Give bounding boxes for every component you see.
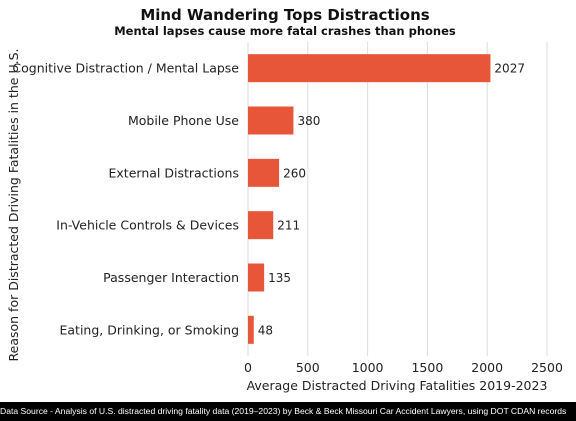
x-tick-label: 1500: [411, 360, 443, 375]
bar: [248, 158, 280, 187]
x-tick-label: 2000: [471, 360, 503, 375]
x-axis-label: Average Distracted Driving Fatalities 20…: [247, 378, 548, 393]
bar: [248, 263, 265, 292]
value-label: 135: [268, 271, 291, 285]
bars: [248, 54, 491, 344]
bar: [248, 106, 294, 135]
category-label: In-Vehicle Controls & Devices: [56, 218, 239, 233]
category-label: Cognitive Distraction / Mental Lapse: [12, 61, 239, 76]
category-labels: Cognitive Distraction / Mental Lapse Mobi…: [12, 61, 239, 338]
y-axis-label: Reason for Distracted Driving Fatalities…: [6, 49, 21, 362]
value-label: 2027: [494, 62, 525, 76]
data-source-footer: Data Source - Analysis of U.S. distracte…: [0, 402, 576, 421]
value-label: 211: [277, 219, 300, 233]
bar: [248, 211, 274, 240]
bar: [248, 315, 254, 344]
value-labels: 2027 380 260 211 135 48: [258, 62, 525, 338]
x-tick-label: 500: [296, 360, 320, 375]
chart-subtitle: Mental lapses cause more fatal crashes t…: [114, 24, 456, 38]
x-tick-label: 0: [244, 360, 252, 375]
category-label: Passenger Interaction: [103, 270, 239, 285]
value-label: 48: [258, 323, 273, 337]
grid-lines: [247, 42, 548, 356]
category-label: Eating, Drinking, or Smoking: [60, 322, 240, 337]
chart-title: Mind Wandering Tops Distractions: [140, 6, 429, 24]
x-tick-label: 1000: [352, 360, 384, 375]
x-tick-labels: 0 500 1000 1500 2000 2500: [244, 360, 563, 375]
x-tick-label: 2500: [531, 360, 563, 375]
value-label: 380: [297, 114, 320, 128]
bar: [248, 54, 491, 83]
category-label: Mobile Phone Use: [128, 113, 239, 128]
value-label: 260: [283, 166, 306, 180]
category-label: External Distractions: [109, 165, 239, 180]
